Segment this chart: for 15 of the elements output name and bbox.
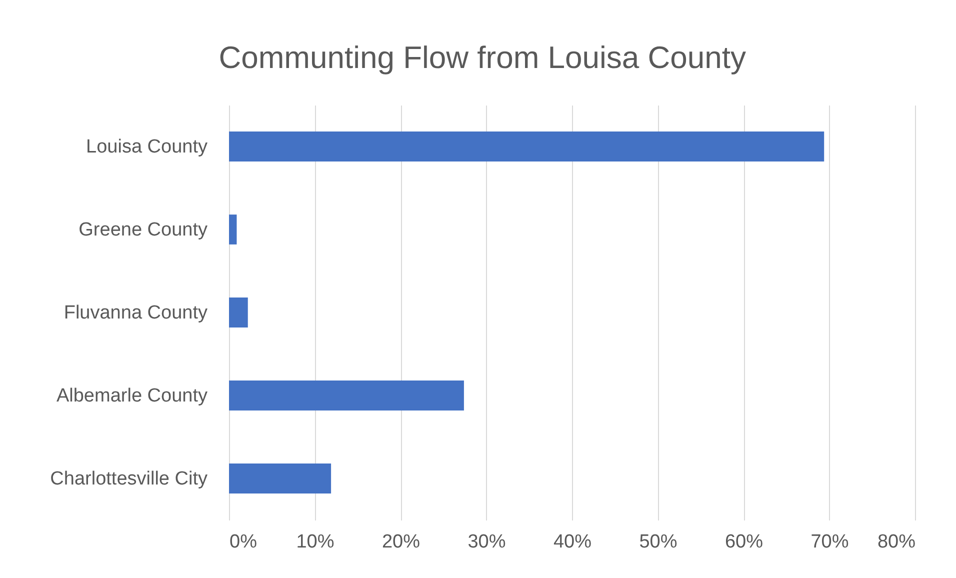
chart-title: Communting Flow from Louisa County: [218, 40, 746, 75]
x-tick-label: 0%: [230, 532, 258, 552]
y-tick-label: Fluvanna County: [64, 302, 208, 324]
x-tick-label: 10%: [296, 532, 334, 552]
x-tick-label: 80%: [877, 532, 916, 552]
x-tick-label: 30%: [468, 532, 506, 552]
y-tick-label: Albemarle County: [56, 386, 208, 406]
x-tick-label: 50%: [639, 532, 678, 552]
y-tick-label: Charlottesville City: [50, 468, 208, 490]
y-tick-label: Louisa County: [86, 136, 208, 158]
x-tick-label: 60%: [724, 532, 764, 552]
x-tick-label: 40%: [553, 532, 592, 552]
y-tick-label: Greene County: [78, 220, 208, 240]
x-tick-label: 70%: [810, 532, 849, 552]
x-tick-label: 20%: [382, 532, 420, 552]
